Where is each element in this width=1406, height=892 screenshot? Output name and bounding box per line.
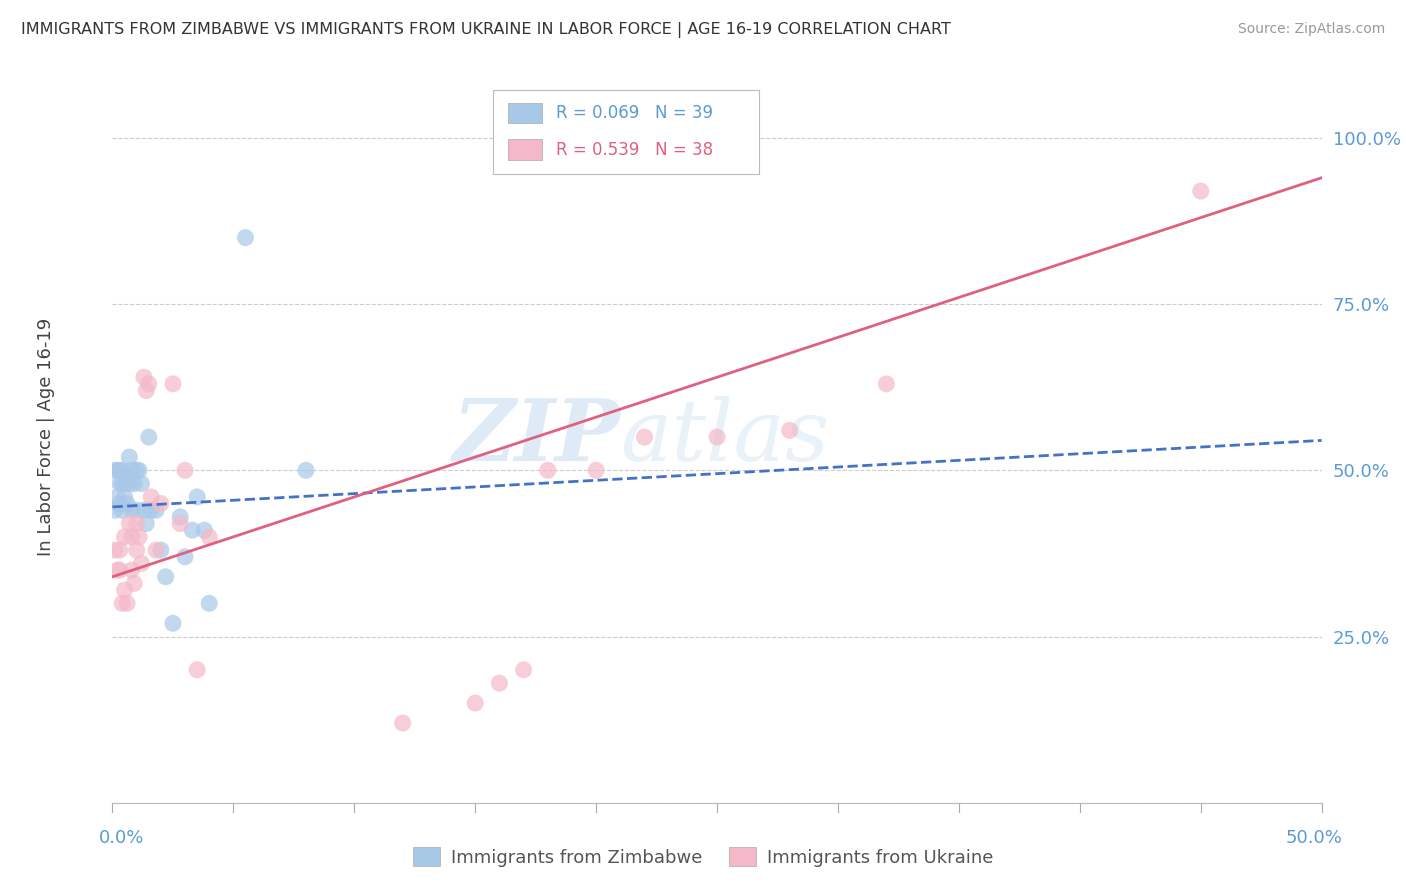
Point — [114, 530, 136, 544]
Point — [391, 716, 413, 731]
Point — [131, 476, 153, 491]
Point — [121, 530, 143, 544]
Point — [141, 490, 163, 504]
Point — [121, 563, 143, 577]
Text: R = 0.069   N = 39: R = 0.069 N = 39 — [557, 104, 713, 122]
Point — [198, 596, 221, 610]
Point — [135, 516, 157, 531]
Point — [149, 497, 172, 511]
Point — [706, 430, 728, 444]
Point — [169, 516, 191, 531]
Text: 50.0%: 50.0% — [1286, 829, 1343, 847]
Point — [145, 503, 167, 517]
Point — [115, 497, 138, 511]
Point — [875, 376, 897, 391]
Point — [198, 530, 221, 544]
Point — [585, 463, 607, 477]
Text: R = 0.539   N = 38: R = 0.539 N = 38 — [557, 141, 713, 159]
Point — [125, 463, 148, 477]
FancyBboxPatch shape — [494, 90, 759, 174]
Point — [111, 503, 134, 517]
Text: IMMIGRANTS FROM ZIMBABWE VS IMMIGRANTS FROM UKRAINE IN LABOR FORCE | AGE 16-19 C: IMMIGRANTS FROM ZIMBABWE VS IMMIGRANTS F… — [21, 22, 950, 38]
Point — [114, 490, 136, 504]
Point — [128, 530, 150, 544]
FancyBboxPatch shape — [508, 103, 541, 123]
Point — [108, 497, 131, 511]
Point — [633, 430, 655, 444]
Point — [105, 490, 128, 504]
Point — [118, 516, 141, 531]
Point — [105, 563, 128, 577]
Point — [464, 696, 486, 710]
Text: In Labor Force | Age 16-19: In Labor Force | Age 16-19 — [37, 318, 55, 557]
Point — [128, 463, 150, 477]
Point — [295, 463, 318, 477]
Point — [155, 570, 177, 584]
Legend: Immigrants from Zimbabwe, Immigrants from Ukraine: Immigrants from Zimbabwe, Immigrants fro… — [405, 840, 1001, 874]
Point — [115, 596, 138, 610]
Point — [121, 463, 143, 477]
Point — [1189, 184, 1212, 198]
Point — [169, 509, 191, 524]
Point — [162, 616, 184, 631]
Point — [111, 463, 134, 477]
Point — [108, 463, 131, 477]
Point — [115, 470, 138, 484]
Point — [125, 516, 148, 531]
Point — [149, 543, 172, 558]
Point — [114, 476, 136, 491]
Point — [114, 582, 136, 597]
Point — [122, 476, 145, 491]
Point — [122, 576, 145, 591]
Point — [174, 463, 197, 477]
Point — [132, 370, 155, 384]
Point — [174, 549, 197, 564]
Point — [108, 563, 131, 577]
Point — [131, 557, 153, 571]
Point — [118, 476, 141, 491]
Point — [145, 543, 167, 558]
Point — [118, 450, 141, 464]
Point — [512, 663, 534, 677]
Point — [181, 523, 204, 537]
Text: Source: ZipAtlas.com: Source: ZipAtlas.com — [1237, 22, 1385, 37]
Point — [235, 230, 257, 244]
Point — [104, 463, 127, 477]
Point — [488, 676, 510, 690]
Point — [125, 503, 148, 517]
Point — [162, 376, 184, 391]
Point — [186, 663, 208, 677]
Point — [108, 543, 131, 558]
Point — [125, 543, 148, 558]
FancyBboxPatch shape — [508, 139, 541, 160]
Point — [132, 503, 155, 517]
Point — [111, 596, 134, 610]
Text: atlas: atlas — [620, 396, 830, 478]
Point — [537, 463, 560, 477]
Point — [186, 490, 208, 504]
Point — [141, 503, 163, 517]
Point — [138, 376, 160, 391]
Point — [121, 503, 143, 517]
Text: 0.0%: 0.0% — [98, 829, 143, 847]
Point — [104, 543, 127, 558]
Point — [135, 384, 157, 398]
Text: ZIP: ZIP — [453, 395, 620, 479]
Point — [111, 476, 134, 491]
Point — [779, 424, 801, 438]
Point — [193, 523, 215, 537]
Point — [138, 430, 160, 444]
Point — [108, 476, 131, 491]
Point — [105, 463, 128, 477]
Point — [104, 503, 127, 517]
